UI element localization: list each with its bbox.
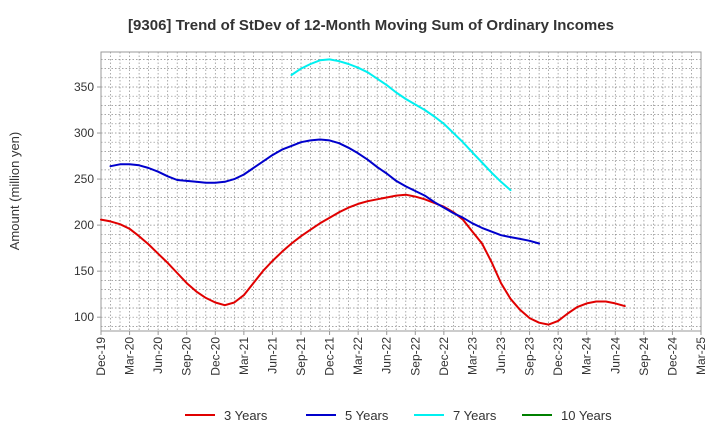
x-tick-label: Sep-20	[180, 337, 194, 376]
x-tick-label: Mar-20	[123, 337, 137, 375]
x-tick-label: Jun-24	[608, 337, 622, 374]
x-tick-label: Mar-23	[465, 337, 479, 375]
legend-label-7-years: 7 Years	[453, 408, 497, 423]
x-tick-label: Dec-23	[551, 337, 565, 376]
plot-frame	[100, 51, 702, 332]
x-tick-label: Sep-21	[294, 337, 308, 376]
legend-label-3-years: 3 Years	[224, 408, 268, 423]
x-tick-label: Dec-24	[665, 337, 679, 376]
x-tick-label: Jun-23	[494, 337, 508, 374]
series-line-7-years	[290, 58, 512, 192]
series-line-3-years	[100, 193, 626, 326]
y-tick-label: 300	[74, 126, 94, 140]
x-tick-label: Sep-22	[408, 337, 422, 376]
x-tick-label: Jun-20	[151, 337, 165, 374]
x-tick-label: Mar-21	[237, 337, 251, 375]
legend-label-10-years: 10 Years	[561, 408, 612, 423]
y-tick-label: 250	[74, 172, 94, 186]
x-tick-label: Mar-25	[694, 337, 708, 375]
x-tick-label: Jun-21	[265, 337, 279, 374]
y-axis-label: Amount (million yen)	[7, 132, 22, 251]
x-tick-label: Sep-23	[523, 337, 537, 376]
y-tick-label: 350	[74, 80, 94, 94]
legend: 3 Years 5 Years 7 Years 10 Years	[185, 408, 612, 423]
x-tick-label: Jun-22	[380, 337, 394, 374]
x-tick-label: Sep-24	[637, 337, 651, 376]
x-tick-label: Dec-21	[323, 337, 337, 376]
y-tick-label: 200	[74, 218, 94, 232]
x-tick-label: Dec-20	[208, 337, 222, 376]
x-axis-ticks: Dec-19 Mar-20 Jun-20 Sep-20 Dec-20 Mar-21 Jun-…	[94, 331, 708, 376]
y-tick-label: 150	[74, 264, 94, 278]
y-axis-ticks: 100 150 200 250 300 350	[74, 80, 101, 324]
series-lines	[100, 58, 626, 326]
legend-label-5-years: 5 Years	[345, 408, 389, 423]
x-tick-label: Mar-24	[580, 337, 594, 375]
grid	[101, 52, 701, 331]
y-tick-label: 100	[74, 310, 94, 324]
x-tick-label: Mar-22	[351, 337, 365, 375]
chart-title: [9306] Trend of StDev of 12-Month Moving…	[128, 17, 614, 34]
x-tick-label: Dec-22	[437, 337, 451, 376]
x-tick-label: Dec-19	[94, 337, 108, 376]
series-line-5-years	[109, 138, 541, 245]
